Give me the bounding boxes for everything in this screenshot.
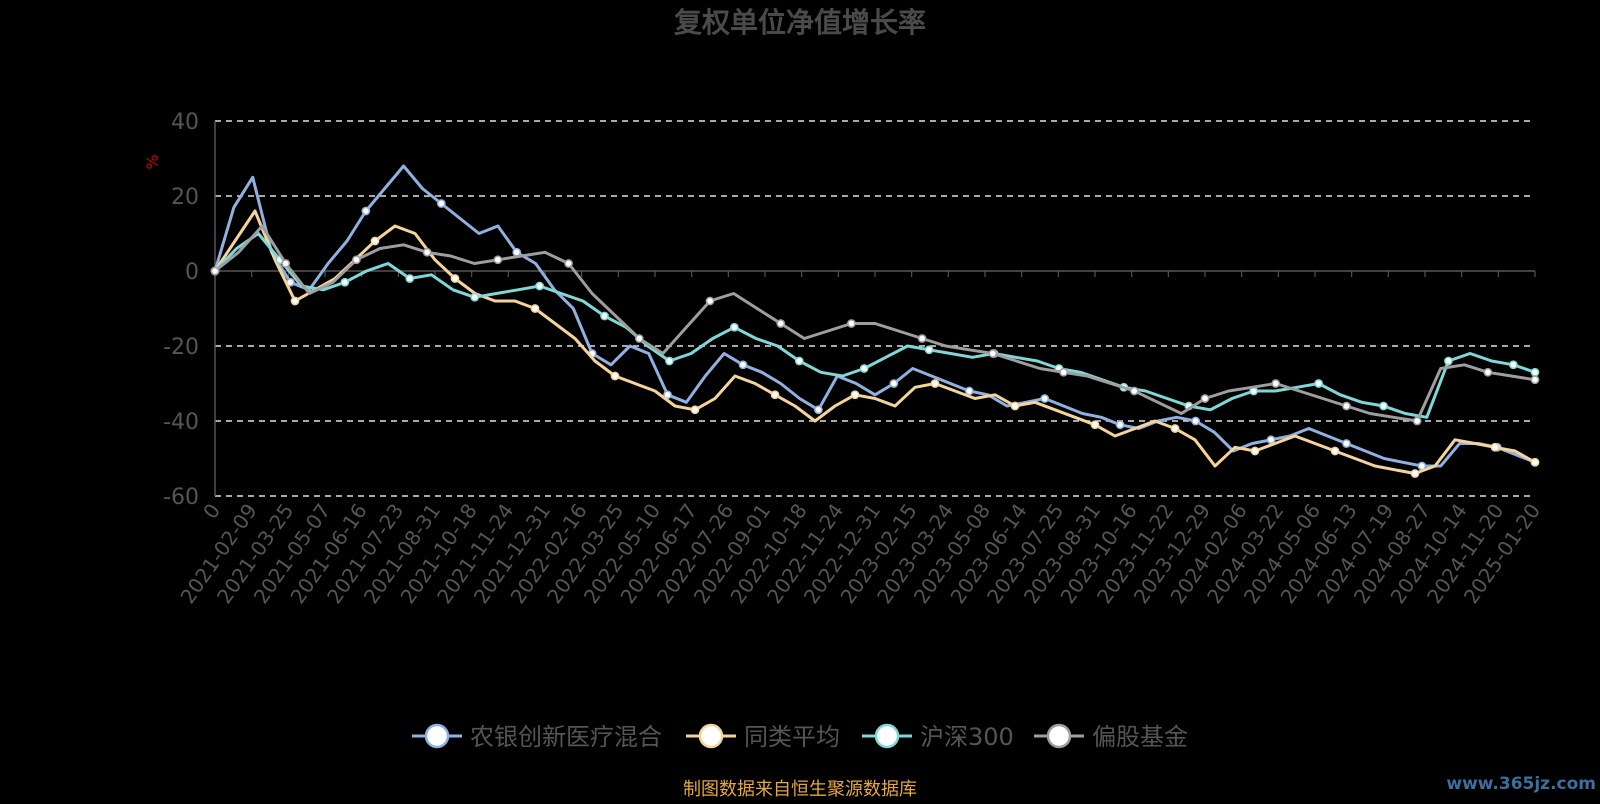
data-point	[917, 334, 927, 343]
data-point	[340, 277, 350, 287]
data-point	[1010, 401, 1020, 411]
data-point	[665, 356, 674, 366]
series-line	[213, 232, 1536, 419]
data-point	[530, 304, 540, 313]
data-point	[564, 259, 573, 268]
x-tick-labels: 02021-02-092021-03-252021-05-072021-06-1…	[175, 499, 1545, 608]
data-point	[1483, 367, 1493, 377]
data-point	[924, 345, 934, 355]
data-point	[1444, 356, 1453, 366]
legend-label: 同类平均	[744, 723, 840, 751]
data-point	[663, 390, 672, 400]
y-tick-labels: 40 20 0 -20 -40 -60	[163, 110, 199, 510]
data-point	[1342, 439, 1351, 448]
data-point	[859, 364, 869, 373]
data-point	[1410, 469, 1420, 478]
series-line	[214, 224, 1536, 423]
data-point	[470, 292, 480, 302]
data-point	[729, 322, 739, 332]
data-point	[1250, 446, 1260, 456]
data-point	[847, 319, 856, 328]
data-point	[988, 349, 998, 358]
data-point	[1530, 375, 1540, 385]
data-point	[1115, 420, 1125, 430]
data-point	[405, 274, 415, 283]
data-point	[1059, 367, 1068, 377]
data-point	[512, 247, 522, 257]
data-point	[281, 259, 291, 268]
data-point	[1314, 379, 1323, 388]
legend-item[interactable]: 沪深300	[862, 723, 1014, 751]
data-point	[1090, 420, 1100, 430]
data-point	[889, 379, 899, 388]
data-point	[1271, 379, 1281, 388]
legend[interactable]: 农银创新医疗混合 同类平均 沪深300 偏股基金	[412, 723, 1188, 751]
data-point	[1530, 457, 1540, 467]
legend-marker-icon	[698, 723, 724, 749]
y-tick-label: -20	[163, 335, 199, 360]
chart-title: 复权单位净值增长率	[674, 6, 926, 39]
y-tick-label: -40	[163, 410, 199, 435]
data-point	[1200, 394, 1210, 403]
x-tick-label: 0	[198, 499, 225, 523]
data-point	[1191, 416, 1200, 426]
legend-marker-icon	[874, 723, 900, 749]
legend-item[interactable]: 农银创新医疗混合	[412, 723, 662, 751]
data-point	[1330, 446, 1340, 456]
data-point	[1379, 401, 1388, 411]
data-point	[794, 356, 804, 366]
data-point	[770, 390, 780, 400]
data-point	[450, 274, 460, 283]
y-tick-label: 0	[185, 260, 199, 285]
series-line	[213, 164, 1536, 468]
data-point	[738, 360, 748, 370]
watermark: www.365jz.com	[1446, 774, 1596, 794]
legend-item[interactable]: 偏股基金	[1034, 723, 1188, 751]
data-point	[1490, 442, 1500, 452]
data-point	[1342, 401, 1351, 411]
data-point	[493, 255, 503, 265]
grid-lines	[215, 120, 1535, 497]
y-tick-label: 20	[171, 185, 199, 210]
legend-marker-icon	[1046, 723, 1072, 749]
data-point	[600, 311, 609, 321]
y-tick-label: -60	[163, 485, 199, 510]
data-point	[610, 371, 620, 381]
data-point	[814, 405, 823, 415]
data-point	[210, 266, 220, 276]
data-point	[361, 206, 371, 216]
data-point	[705, 296, 715, 306]
data-point	[850, 390, 860, 400]
data-point	[1129, 386, 1139, 396]
data-point	[776, 319, 786, 328]
legend-item[interactable]: 同类平均	[686, 723, 840, 751]
data-point	[1509, 360, 1518, 370]
data-point	[1530, 367, 1540, 377]
data-point	[1266, 435, 1276, 445]
data-point	[436, 199, 446, 208]
data-point	[352, 255, 361, 265]
legend-label: 农银创新医疗混合	[470, 723, 662, 751]
data-point	[535, 281, 544, 291]
data-point	[1170, 424, 1180, 433]
y-axis-unit: %	[143, 154, 162, 169]
data-source-note: 制图数据来自恒生聚源数据库	[683, 779, 917, 800]
legend-marker-icon	[424, 723, 450, 749]
data-point	[1040, 394, 1050, 403]
series-line	[213, 209, 1536, 475]
series-lines	[210, 164, 1540, 478]
data-point	[370, 236, 380, 246]
data-point	[930, 379, 940, 388]
legend-label: 偏股基金	[1092, 723, 1188, 751]
data-point	[1412, 416, 1422, 426]
data-point	[964, 386, 974, 396]
data-point	[422, 247, 432, 257]
data-point	[690, 405, 700, 415]
data-point	[290, 296, 300, 306]
data-point	[634, 334, 644, 343]
y-tick-label: 40	[171, 110, 199, 135]
legend-label: 沪深300	[920, 723, 1014, 751]
